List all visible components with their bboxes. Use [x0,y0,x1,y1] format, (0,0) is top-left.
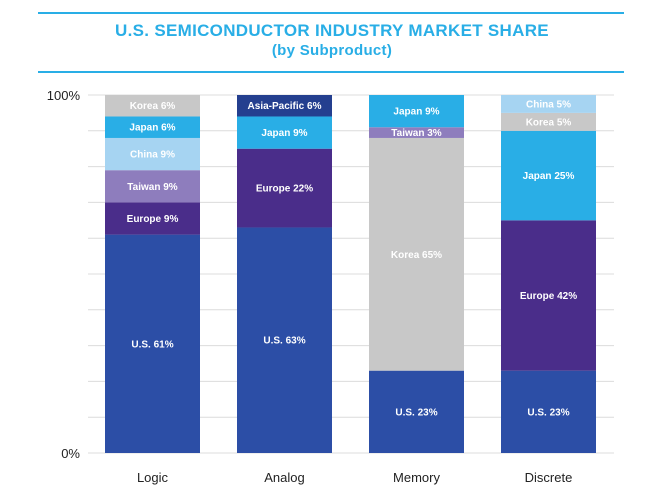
x-category-label: Memory [393,470,440,485]
bar-segment [369,127,464,138]
segment-label: U.S. 63% [263,336,305,347]
segment-label: U.S. 23% [395,407,437,418]
bar-segment [237,227,332,453]
bar-segment [105,234,200,453]
bar-segment [501,370,596,453]
segment-label: Korea 65% [391,250,442,261]
x-category-label: Logic [137,470,169,485]
segment-label: Japan 25% [523,171,575,182]
segment-label: Japan 9% [261,128,307,139]
bar-segment [237,95,332,117]
segment-label: China 9% [130,150,175,161]
bar-segment [501,95,596,113]
chart-title: U.S. SEMICONDUCTOR INDUSTRY MARKET SHARE [115,21,549,40]
segment-label: Europe 9% [127,214,179,225]
bar-segment [105,137,200,171]
segment-label: Europe 22% [256,184,313,195]
segment-label: Asia-Pacific 6% [248,101,322,112]
title-rule-top [38,12,624,14]
bar-segment [105,170,200,203]
segment-label: China 5% [526,99,571,110]
bar-segment [369,137,464,371]
bar-segment [501,130,596,221]
segment-label: Japan 6% [129,123,175,134]
segment-label: Korea 6% [130,101,176,112]
bar-segment [237,116,332,149]
y-tick-label: 0% [61,446,80,461]
bar-segment [501,112,596,131]
segment-label: Korea 5% [526,117,572,128]
bar-segment [105,95,200,117]
bar-segment [369,95,464,128]
segment-label: Taiwan 3% [391,128,441,139]
bar-segment [105,202,200,235]
title-rule-bottom [38,71,624,73]
segment-label: Europe 42% [520,291,577,302]
bar-segment [501,220,596,371]
y-tick-label: 100% [47,88,81,103]
segment-label: U.S. 61% [131,339,173,350]
bar-segment [105,116,200,138]
segment-label: U.S. 23% [527,407,569,418]
segment-label: Japan 9% [393,107,439,118]
x-category-label: Discrete [525,470,573,485]
bar-segment [237,148,332,228]
chart-subtitle: (by Subproduct) [271,42,393,59]
bar-segment [369,370,464,453]
x-category-label: Analog [264,470,304,485]
segment-label: Taiwan 9% [127,182,177,193]
